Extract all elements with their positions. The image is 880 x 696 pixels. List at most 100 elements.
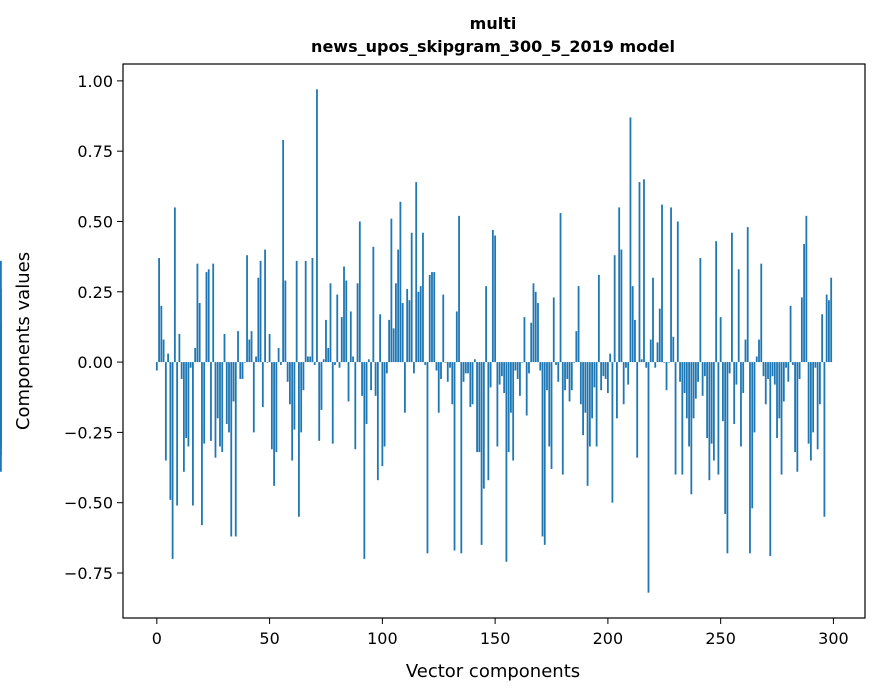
bar	[214, 362, 217, 458]
bar	[413, 362, 415, 374]
bar	[419, 286, 422, 363]
bar	[579, 362, 582, 405]
bar	[435, 362, 438, 371]
bar	[715, 241, 718, 363]
bar	[638, 182, 641, 363]
bar	[503, 362, 506, 394]
bar	[406, 288, 409, 363]
bar	[546, 362, 548, 391]
y-axis-ticks: 1.00 0.75 0.50 0.25 0.00 −0.25 −0.50 −0.75	[64, 72, 123, 583]
bar	[778, 362, 781, 419]
bar	[196, 263, 199, 363]
plot-frame	[122, 63, 866, 619]
bar	[320, 362, 323, 410]
bars-group	[0, 89, 833, 593]
bar	[394, 283, 397, 363]
bar	[694, 362, 697, 399]
bar	[755, 356, 758, 363]
bar	[548, 362, 551, 447]
bar	[701, 362, 704, 396]
bar	[688, 362, 690, 447]
bar	[182, 362, 185, 472]
bar	[304, 260, 307, 363]
bar	[370, 362, 372, 391]
bar	[703, 362, 706, 377]
bar	[192, 362, 194, 506]
bar	[284, 280, 287, 363]
bar	[176, 362, 179, 506]
bar	[162, 339, 165, 363]
bar	[164, 362, 167, 461]
bar	[525, 362, 528, 416]
bar	[221, 362, 224, 453]
y-tick-label: −0.50	[64, 494, 113, 513]
bar	[392, 328, 395, 363]
bar	[471, 362, 474, 405]
bar	[207, 269, 210, 363]
bar	[374, 362, 377, 396]
bar	[658, 308, 661, 363]
bar	[769, 362, 772, 557]
bar	[767, 362, 769, 379]
x-axis-label: Vector components	[406, 661, 580, 682]
bar	[422, 232, 424, 363]
bar	[309, 356, 312, 363]
bar	[361, 362, 363, 396]
bar	[498, 362, 501, 385]
bar	[300, 362, 303, 433]
bar	[519, 362, 521, 396]
bar	[794, 362, 796, 453]
y-axis-label: Components values	[13, 252, 34, 430]
bar	[539, 362, 542, 371]
bar	[268, 333, 271, 363]
bar	[625, 362, 627, 368]
bar	[349, 311, 352, 363]
bar	[575, 331, 578, 363]
bar	[158, 258, 160, 363]
bar	[591, 362, 593, 419]
bar	[442, 294, 445, 363]
bar	[733, 362, 736, 424]
bar	[595, 362, 598, 447]
bar	[618, 207, 621, 363]
bar	[298, 362, 300, 517]
bar	[453, 362, 456, 551]
bar	[261, 362, 264, 408]
bar	[239, 362, 242, 379]
bar	[399, 201, 402, 363]
bar	[464, 362, 467, 374]
bar	[726, 362, 729, 554]
bar	[584, 362, 587, 413]
bar	[568, 362, 571, 402]
bar	[187, 362, 190, 447]
bar	[259, 260, 262, 363]
bar	[636, 362, 639, 458]
bar	[302, 362, 305, 391]
bar	[798, 362, 801, 379]
bar	[198, 303, 201, 363]
bar	[426, 362, 429, 554]
bar	[760, 263, 763, 363]
bar	[613, 255, 616, 363]
bar	[169, 362, 172, 500]
bar	[451, 362, 454, 405]
bar	[516, 362, 519, 379]
bar	[609, 353, 612, 363]
bar	[742, 362, 745, 394]
bar	[385, 362, 388, 374]
bar	[627, 362, 630, 385]
bar	[719, 317, 722, 363]
bar	[237, 331, 239, 363]
bar	[573, 362, 575, 363]
bar	[388, 319, 391, 363]
bar	[279, 362, 282, 365]
bar	[550, 362, 553, 469]
bar	[340, 317, 343, 363]
bar	[223, 333, 226, 363]
bar	[232, 362, 235, 402]
bar	[431, 272, 433, 363]
bar	[586, 362, 589, 486]
bar	[561, 362, 564, 475]
bar	[821, 314, 824, 363]
bar	[273, 362, 275, 486]
